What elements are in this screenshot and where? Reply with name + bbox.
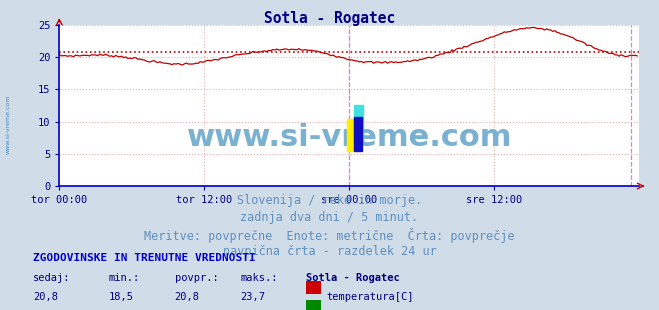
Text: www.si-vreme.com: www.si-vreme.com (5, 94, 11, 154)
Text: 20,8: 20,8 (175, 292, 200, 302)
Text: 18,5: 18,5 (109, 292, 134, 302)
Bar (355, 117, 362, 151)
Bar (355, 105, 362, 141)
Text: 23,7: 23,7 (241, 292, 266, 302)
Text: Sotla - Rogatec: Sotla - Rogatec (306, 273, 400, 283)
Text: Sotla - Rogatec: Sotla - Rogatec (264, 11, 395, 26)
Text: 20,8: 20,8 (33, 292, 58, 302)
Text: Meritve: povprečne  Enote: metrične  Črta: povprečje: Meritve: povprečne Enote: metrične Črta:… (144, 228, 515, 243)
Text: povpr.:: povpr.: (175, 273, 218, 283)
Text: ZGODOVINSKE IN TRENUTNE VREDNOSTI: ZGODOVINSKE IN TRENUTNE VREDNOSTI (33, 253, 256, 263)
Text: sedaj:: sedaj: (33, 273, 71, 283)
Text: maks.:: maks.: (241, 273, 278, 283)
Text: navpična črta - razdelek 24 ur: navpična črta - razdelek 24 ur (223, 245, 436, 258)
Text: www.si-vreme.com: www.si-vreme.com (186, 123, 512, 152)
Text: min.:: min.: (109, 273, 140, 283)
Text: zadnja dva dni / 5 minut.: zadnja dva dni / 5 minut. (241, 211, 418, 224)
Bar (347, 119, 355, 151)
Text: Slovenija / reke in morje.: Slovenija / reke in morje. (237, 194, 422, 207)
Text: temperatura[C]: temperatura[C] (326, 292, 414, 302)
